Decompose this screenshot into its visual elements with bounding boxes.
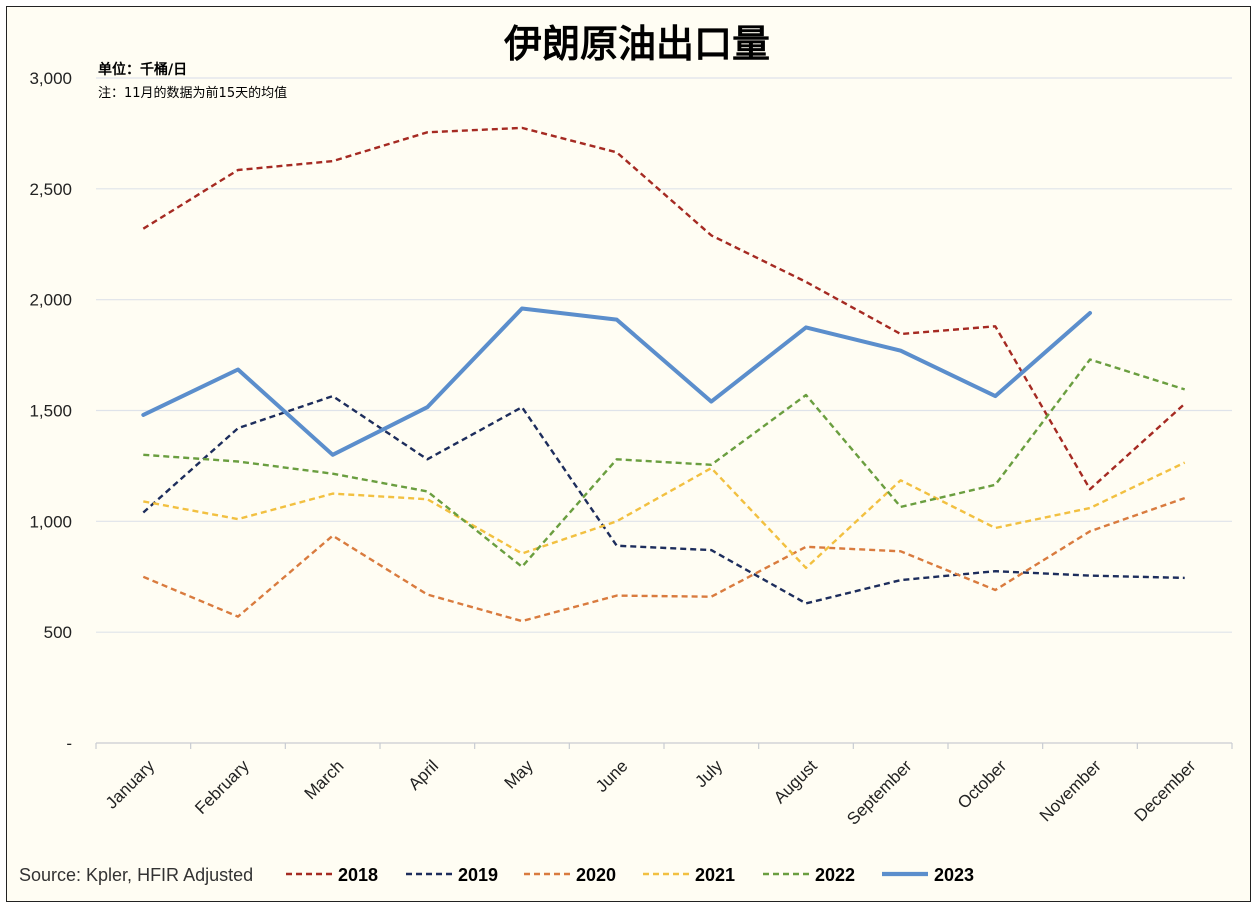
legend-label: 2023 — [934, 865, 974, 885]
x-tick-label: September — [843, 756, 915, 828]
legend-label: 2018 — [338, 865, 378, 885]
legend-label: 2019 — [458, 865, 498, 885]
x-tick-label: November — [1036, 756, 1105, 825]
x-tick-label: October — [954, 756, 1010, 812]
chart-note: 注：11月的数据为前15天的均值 — [98, 85, 287, 101]
y-tick-label: 2,000 — [29, 291, 72, 310]
x-tick-label: May — [501, 756, 537, 792]
legend-label: 2021 — [695, 865, 735, 885]
x-tick-label: March — [301, 756, 348, 803]
legend-label: 2020 — [576, 865, 616, 885]
series-line-2020 — [142, 496, 1186, 623]
x-tick-label: February — [191, 756, 253, 818]
x-tick-label: June — [592, 756, 632, 796]
chart-unit-label: 单位：千桶/日 — [98, 61, 187, 78]
series-line-2018 — [142, 126, 1186, 491]
series-line-2023 — [141, 306, 1092, 457]
y-tick-label: 2,500 — [29, 180, 72, 199]
axes: - 500 1,000 1,500 2,000 2,500 3,000 January Febr… — [29, 69, 1233, 829]
y-tick-label: 500 — [44, 623, 72, 642]
chart-frame: 伊朗原油出口量 单位：千桶/日 注：11月的数据为前15天的均值 - 500 1,0… — [6, 6, 1251, 902]
series-line-2021 — [143, 461, 1186, 570]
source-note: Source: Kpler, HFIR Adjusted — [19, 865, 253, 885]
legend-label: 2022 — [815, 865, 855, 885]
line-chart: 伊朗原油出口量 单位：千桶/日 注：11月的数据为前15天的均值 - 500 1,0… — [19, 22, 1233, 885]
series-line-2019 — [142, 394, 1185, 605]
x-tick-label: December — [1131, 756, 1200, 825]
y-tick-label: 1,000 — [29, 512, 72, 531]
chart-title: 伊朗原油出口量 — [503, 22, 770, 66]
x-tick-label: July — [691, 756, 726, 791]
y-tick-label: 1,500 — [29, 402, 72, 421]
y-tick-label: 3,000 — [29, 69, 72, 88]
x-tick-label: January — [102, 756, 159, 813]
series-lines — [141, 126, 1186, 623]
series-line-2022 — [143, 358, 1186, 568]
x-tick-label: April — [405, 756, 442, 793]
x-tick-label: August — [770, 756, 821, 807]
y-tick-label: - — [66, 734, 72, 753]
legend: 2018 2019 2020 2021 2022 2023 — [286, 865, 974, 885]
